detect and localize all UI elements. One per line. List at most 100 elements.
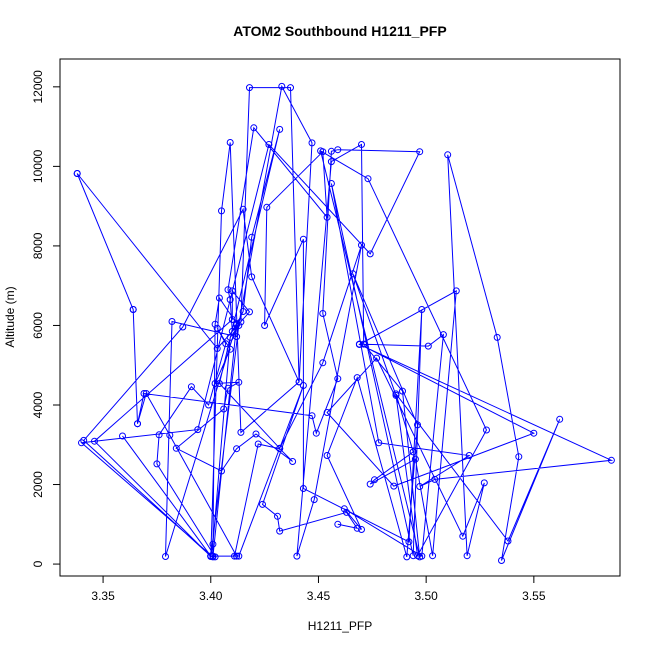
data-point	[319, 148, 327, 156]
data-point	[211, 320, 219, 328]
data-point	[194, 426, 202, 434]
y-tick-label: 0	[31, 560, 45, 567]
data-point	[233, 552, 241, 560]
data-point	[334, 146, 342, 154]
data-point	[452, 287, 460, 295]
data-point	[293, 552, 301, 560]
data-point	[228, 327, 236, 335]
data-point	[323, 409, 331, 416]
data-point	[299, 235, 307, 243]
y-axis-label: Altitude (m)	[3, 286, 17, 347]
data-point	[226, 333, 234, 341]
y-tick-label: 4000	[31, 391, 45, 418]
data-point	[289, 458, 297, 465]
data-point	[134, 420, 141, 428]
x-tick-label: 3.35	[91, 589, 115, 603]
data-point	[515, 453, 523, 461]
data-point	[390, 482, 398, 490]
data-point	[142, 390, 150, 397]
data-point	[218, 207, 225, 215]
data-point	[246, 308, 253, 316]
data-point	[295, 378, 303, 386]
data-point	[439, 331, 447, 339]
data-point	[312, 429, 320, 437]
data-point	[172, 444, 180, 452]
data-point	[259, 500, 266, 508]
data-point	[211, 380, 219, 387]
data-point	[416, 148, 424, 156]
data-point	[358, 141, 365, 148]
data-point	[310, 496, 318, 504]
y-tick-label: 8000	[31, 232, 45, 259]
data-point	[276, 527, 284, 535]
data-point	[276, 445, 284, 453]
data-point	[308, 139, 316, 147]
data-point	[366, 250, 374, 258]
data-point	[220, 405, 228, 413]
data-point	[226, 139, 234, 146]
data-point	[168, 318, 176, 325]
data-point	[263, 203, 271, 211]
data-point	[246, 84, 253, 92]
data-point	[261, 322, 269, 329]
data-point	[226, 296, 234, 304]
data-point	[530, 429, 538, 437]
series-line	[76, 84, 614, 561]
data-point	[334, 520, 342, 528]
data-point	[414, 552, 421, 560]
data-point	[459, 532, 467, 540]
data-point	[409, 448, 417, 456]
data-point	[237, 428, 245, 436]
data-point	[213, 324, 221, 332]
data-point	[239, 205, 247, 213]
data-point	[504, 537, 512, 545]
data-point	[205, 401, 213, 409]
data-point	[334, 375, 342, 383]
data-point	[235, 322, 243, 329]
data-point	[207, 552, 215, 560]
data-point	[414, 421, 421, 429]
data-point	[276, 125, 284, 133]
data-point	[129, 306, 137, 313]
data-point	[364, 175, 372, 183]
data-point	[493, 333, 501, 341]
data-point	[140, 390, 148, 397]
data-point	[179, 323, 187, 331]
data-point	[409, 552, 417, 560]
data-point	[353, 524, 361, 532]
data-point	[353, 374, 361, 382]
data-point	[411, 455, 419, 463]
y-axis: 0 2000 4000 6000 8000 10000 12000	[31, 70, 61, 567]
data-point	[254, 440, 262, 448]
data-point	[224, 384, 232, 392]
data-point	[405, 538, 413, 546]
y-tick-label: 10000	[31, 149, 45, 183]
data-point	[162, 553, 169, 560]
x-tick-label: 3.45	[307, 589, 331, 603]
data-point	[209, 540, 217, 548]
data-point	[480, 479, 488, 487]
data-point	[371, 476, 378, 484]
data-point	[248, 273, 256, 281]
data-point	[265, 141, 273, 148]
data-point	[252, 430, 260, 438]
y-tick-label: 2000	[31, 471, 45, 498]
data-point	[429, 552, 437, 560]
data-point	[607, 456, 615, 464]
data-point	[250, 124, 258, 132]
data-point	[327, 158, 335, 166]
data-point	[224, 286, 232, 294]
data-point	[424, 342, 432, 350]
data-point	[327, 180, 335, 187]
data-point	[153, 460, 161, 468]
data-point	[80, 436, 88, 444]
y-tick-label: 6000	[31, 312, 45, 339]
chart-title: ATOM2 Southbound H1211_PFP	[233, 23, 446, 39]
data-point	[235, 552, 243, 560]
data-point	[73, 170, 81, 177]
x-tick-label: 3.50	[414, 589, 438, 603]
series-layer	[73, 82, 615, 564]
data-point	[226, 345, 234, 353]
data-point	[299, 382, 307, 389]
